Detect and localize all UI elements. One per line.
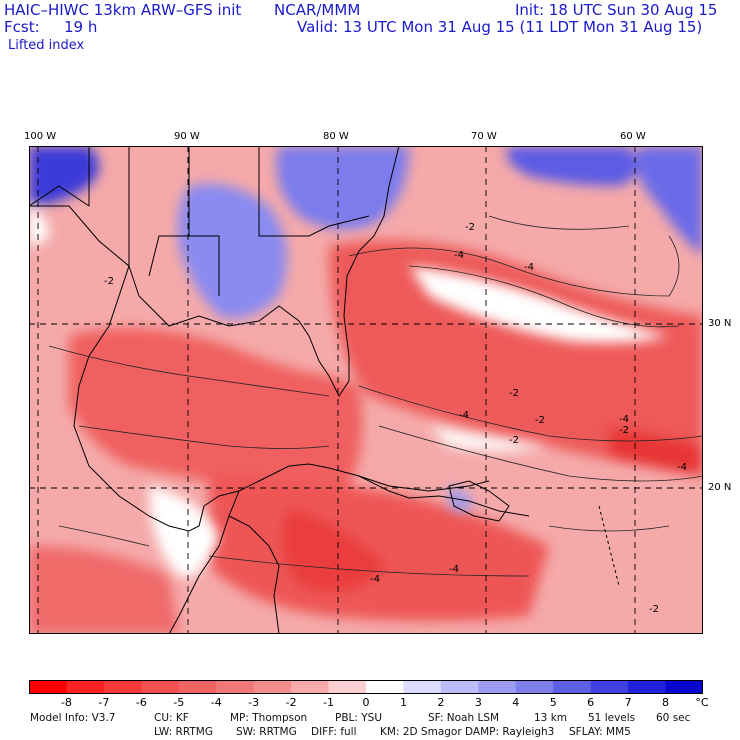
- lat-label-30n: 30 N: [708, 318, 732, 329]
- colorbar-swatch: [29, 680, 67, 694]
- organization-label: NCAR/MMM: [274, 1, 361, 19]
- colorbar-swatch: [103, 680, 142, 694]
- colorbar-swatch: [403, 680, 442, 694]
- colorbar-swatch: [291, 680, 330, 694]
- contour-label: -2: [619, 425, 629, 436]
- colorbar-swatch: [665, 680, 703, 694]
- colorbar-tick-label: 0: [362, 696, 370, 709]
- contour-label: -4: [619, 414, 629, 425]
- colorbar-swatch: [328, 680, 367, 694]
- contour-label: -2: [509, 388, 519, 399]
- model-info-version: Model Info: V3.7: [30, 712, 116, 724]
- colorbar-tick-label: -7: [98, 696, 110, 709]
- colorbar-tick-label: 4: [512, 696, 520, 709]
- colorbar-swatch: [440, 680, 479, 694]
- forecast-label: Fcst:: [4, 18, 40, 36]
- model-info-levels: 51 levels: [588, 712, 636, 724]
- colorbar-swatch: [216, 680, 255, 694]
- colorbar-tick-label: 6: [587, 696, 595, 709]
- colorbar-swatch: [515, 680, 554, 694]
- model-info-pbl: PBL: YSU: [335, 712, 383, 724]
- lon-label-90w: 90 W: [174, 131, 200, 142]
- model-info-damp: DAMP: Rayleigh3: [465, 726, 555, 738]
- unstable-field: [29, 240, 703, 634]
- model-info-timestep: 60 sec: [656, 712, 691, 724]
- lon-label-70w: 70 W: [471, 131, 497, 142]
- colorbar-swatch: [253, 680, 292, 694]
- contour-label: -2: [535, 415, 545, 426]
- product-title: HAIC–HIWC 13km ARW–GFS init: [4, 1, 242, 19]
- contour-label: -4: [677, 462, 687, 473]
- contour-label: -2: [649, 604, 659, 615]
- colorbar-swatch: [553, 680, 592, 694]
- colorbar-swatch: [178, 680, 217, 694]
- graticule: [29, 146, 703, 634]
- colorbar-swatch: [628, 680, 667, 694]
- colorbar-tick-label: 1: [399, 696, 407, 709]
- colorbar-swatch: [478, 680, 517, 694]
- colorbar-tick-label: -8: [60, 696, 72, 709]
- model-info-resolution: 13 km: [534, 712, 568, 724]
- colorbar-tick-label: 2: [437, 696, 445, 709]
- contour-label: -2: [509, 435, 519, 446]
- contour-label: -4: [370, 574, 380, 585]
- colorbar-swatch: [66, 680, 105, 694]
- lat-label-20n: 20 N: [708, 482, 732, 493]
- model-info-km: KM: 2D Smagor: [380, 726, 462, 738]
- colorbar-tick-label: -1: [323, 696, 335, 709]
- colorbar-tick-label: 5: [549, 696, 557, 709]
- colorbar-swatch: [590, 680, 629, 694]
- field-name: Lifted index: [8, 38, 85, 53]
- colorbar: [29, 680, 703, 694]
- colorbar-swatch: [366, 680, 404, 694]
- colorbar-frame: [29, 680, 703, 694]
- contour-label: -2: [465, 222, 475, 233]
- colorbar-tick-label: -3: [248, 696, 260, 709]
- model-info-sf: SF: Noah LSM: [428, 712, 500, 724]
- colorbar-tick-label: -4: [210, 696, 222, 709]
- model-info-sflay: SFLAY: MM5: [569, 726, 631, 738]
- colorbar-tick-label: 3: [474, 696, 482, 709]
- lifted-index-map: -2 -2 -4 -4 -2 -4 -2 -4 -2 -4 -2 -4 -4 -…: [29, 146, 703, 634]
- contour-label: -4: [449, 564, 459, 575]
- init-time: Init: 18 UTC Sun 30 Aug 15: [515, 1, 718, 19]
- model-info-cu: CU: KF: [154, 712, 189, 724]
- stable-field: [29, 146, 703, 578]
- colorbar-swatch: [141, 680, 180, 694]
- contours: [48, 215, 703, 577]
- lon-label-100w: 100 W: [24, 131, 57, 142]
- contour-label: -2: [104, 276, 114, 287]
- colorbar-tick-label: 8: [662, 696, 670, 709]
- forecast-hour: 19 h: [64, 18, 98, 36]
- contour-labels: -2 -2 -4 -4 -2 -4 -2 -4 -2 -4 -2 -4 -4 -…: [104, 222, 687, 615]
- model-info-sw: SW: RRTMG: [236, 726, 297, 738]
- model-info-mp: MP: Thompson: [230, 712, 308, 724]
- valid-time: Valid: 13 UTC Mon 31 Aug 15 (11 LDT Mon …: [297, 18, 703, 36]
- colorbar-tick-label: -5: [173, 696, 185, 709]
- lon-label-80w: 80 W: [323, 131, 349, 142]
- model-info-lw: LW: RRTMG: [154, 726, 213, 738]
- coastlines: [29, 146, 620, 634]
- map-frame: [29, 146, 703, 634]
- contour-label: -4: [459, 410, 469, 421]
- contour-label: -4: [454, 250, 464, 261]
- colorbar-unit: °C: [695, 696, 709, 709]
- colorbar-tick-label: -2: [285, 696, 297, 709]
- colorbar-tick-label: -6: [135, 696, 147, 709]
- colorbar-tick-label: 7: [624, 696, 632, 709]
- lon-label-60w: 60 W: [620, 131, 646, 142]
- model-info-diff: DIFF: full: [311, 726, 357, 738]
- contour-label: -4: [524, 262, 534, 273]
